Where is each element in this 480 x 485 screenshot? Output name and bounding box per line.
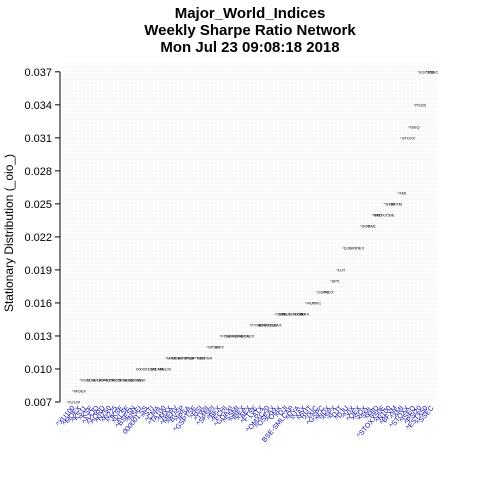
data-point-label: ^SPX <box>330 278 340 283</box>
data-point-label: ^XU100 <box>66 400 81 405</box>
data-point-label: ^TWII <box>202 355 212 360</box>
chart-title-line-2: Weekly Sharpe Ratio Network <box>144 22 356 39</box>
data-point-label: ^N100 <box>384 201 396 206</box>
y-axis-label: Stationary Distribution (_oio_) <box>2 154 16 312</box>
data-points: ^XU100 ^MOEX ^KS11^KSE^AXJO^AORD^NZ50^N225… <box>66 69 439 404</box>
data-point-label: ^MOEX <box>72 388 86 393</box>
y-tick-label: 0.031 <box>24 133 52 145</box>
data-point-label: ^OEX <box>354 245 365 250</box>
data-point-label: BSE-SMLCAP <box>279 311 305 316</box>
data-point-label: ^DJT <box>336 267 346 272</box>
data-point-label: ^SSEC <box>426 69 439 74</box>
data-point-label: ^IBEX <box>238 333 249 338</box>
y-axis: 0.007 0.010 0.013 0.016 0.019 0.022 0.025 0.028… <box>24 67 61 409</box>
data-point-label: ^AXJO <box>91 377 103 382</box>
data-point-label: ^ESTX50 <box>418 69 436 74</box>
data-point-label: ^TA100 <box>158 366 172 371</box>
data-point-label: ^GDAXI <box>224 333 238 338</box>
data-point-label: ^NSEI <box>134 377 145 382</box>
data-point-label: ^HSI <box>197 355 206 360</box>
data-point-label: ^XAX <box>299 311 309 316</box>
y-tick-label: 0.013 <box>24 331 52 343</box>
data-point-label: ^JKSE <box>116 377 128 382</box>
data-point-label: ^DJI <box>282 311 290 316</box>
data-point-label: ^GSPTSE <box>186 355 204 360</box>
data-point-label: ^SPSPI <box>206 344 220 349</box>
grid <box>60 63 438 402</box>
data-point-label: ^XMI <box>397 190 406 195</box>
y-tick-label: 0.010 <box>24 364 52 376</box>
y-tick-label: 0.007 <box>24 397 52 409</box>
chart-title-line-1: Major_World_Indices <box>175 5 326 22</box>
data-point-label: ^OSEAX <box>266 322 282 327</box>
data-point-label: ^BVSP <box>176 355 189 360</box>
data-point-label: ^IPSA <box>183 355 194 360</box>
data-point-label: ^MID <box>373 212 382 217</box>
chart-title: Major_World_Indices Weekly Sharpe Ratio … <box>144 5 356 56</box>
data-point-label: ^FTSE <box>249 322 261 327</box>
x-category-labels: ^XU100^MOEX^KS11^KSE^AXJO^AORD^NZ50^N225… <box>55 404 435 444</box>
data-point-label: ^PSI20 <box>413 102 427 107</box>
data-point-label: ^VIX <box>349 245 358 250</box>
data-point-label: ^ISEQ <box>408 124 419 129</box>
data-point-label: ^AEX <box>245 333 255 338</box>
data-point-label: ^FCHI <box>220 333 231 338</box>
data-point-label: ^IXIC <box>312 300 322 305</box>
data-point-label: ^KSE <box>86 377 96 382</box>
data-point-label: ^AORD <box>97 377 111 382</box>
y-tick-label: 0.034 <box>24 100 52 112</box>
data-point-label: ^KS11 <box>79 377 91 382</box>
data-point-label: 000001.SS <box>136 366 156 371</box>
y-tick-label: 0.016 <box>24 298 52 310</box>
data-point-label: ^SOX <box>360 223 371 228</box>
data-point-label: ^MXX <box>165 355 176 360</box>
data-point-label: ^KLSE <box>122 377 134 382</box>
data-point-label: ^BFX <box>214 344 224 349</box>
data-point-label: ^NZ50 <box>104 377 116 382</box>
y-tick-label: 0.025 <box>24 199 52 211</box>
y-tick-label: 0.037 <box>24 67 52 79</box>
data-point-label: ^NDX <box>323 289 334 294</box>
data-point-label: ^SSMI <box>231 333 243 338</box>
data-point-label: ^BFXM <box>389 201 402 206</box>
data-point-label: ^STOXX <box>400 135 416 140</box>
data-point-label: ^OMXC20 <box>259 322 278 327</box>
data-point-label: ^MERV <box>170 355 184 360</box>
data-point-label: ^CMA <box>153 366 164 371</box>
y-tick-label: 0.028 <box>24 166 52 178</box>
data-point-label: ^BSESN <box>126 377 142 382</box>
y-tick-label: 0.019 <box>24 265 52 277</box>
data-point-label: ^ATX <box>257 322 267 327</box>
y-tick-label: 0.022 <box>24 232 52 244</box>
data-point-label: ^OMX <box>274 311 285 316</box>
data-point-label: ^GSPC <box>316 289 329 294</box>
data-point-label: ^DJU <box>342 245 352 250</box>
chart-title-line-3: Mon Jul 23 09:08:18 2018 <box>160 39 339 56</box>
data-point-label: ^RUT <box>305 300 316 305</box>
data-point-label: ^N225 <box>110 377 122 382</box>
data-point-label: ^STOXX50E <box>372 212 395 217</box>
data-point-label: ^STI <box>148 366 156 371</box>
data-point-label: ^NYA <box>293 311 303 316</box>
data-point-label: ^SML <box>366 223 377 228</box>
